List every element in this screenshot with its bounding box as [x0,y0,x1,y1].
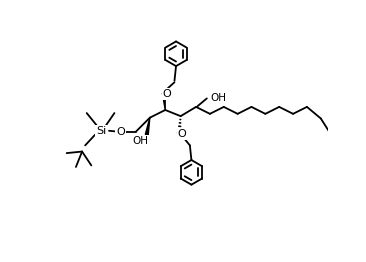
Text: Si: Si [96,126,107,136]
Text: OH: OH [210,93,226,103]
Polygon shape [163,93,165,110]
Polygon shape [145,118,150,135]
Text: O: O [163,89,171,99]
Text: O: O [116,127,125,137]
Text: O: O [178,129,187,139]
Text: OH: OH [132,136,149,146]
